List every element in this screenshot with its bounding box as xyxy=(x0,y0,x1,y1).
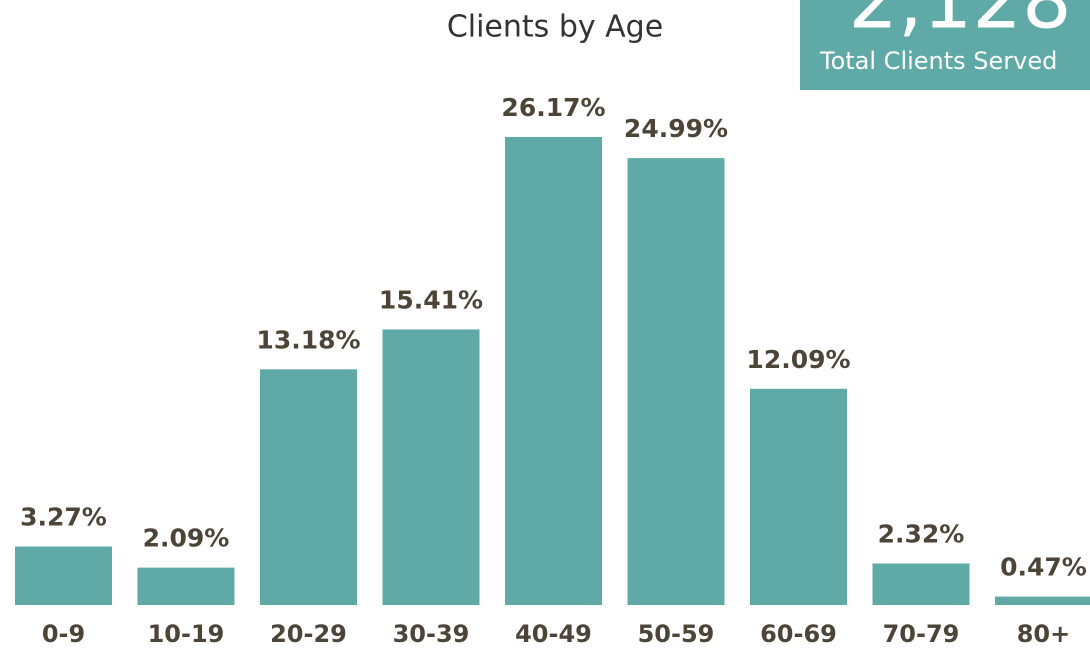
bar xyxy=(137,567,235,605)
data-label: 24.99% xyxy=(624,114,728,143)
x-tick-label: 50-59 xyxy=(638,620,715,648)
bar xyxy=(627,158,725,605)
bar xyxy=(382,329,480,605)
x-tick-label: 60-69 xyxy=(760,620,837,648)
chart-title: Clients by Age xyxy=(447,10,663,45)
x-tick-label: 40-49 xyxy=(515,620,592,648)
kpi-label: Total Clients Served xyxy=(819,47,1057,75)
bar xyxy=(750,388,847,605)
x-tick-label: 30-39 xyxy=(393,620,470,648)
x-tick-label: 20-29 xyxy=(270,620,347,648)
data-label: 0.47% xyxy=(1000,553,1087,582)
data-label: 2.32% xyxy=(878,520,965,549)
x-tick-label: 80+ xyxy=(1017,620,1071,648)
x-tick-label: 0-9 xyxy=(42,620,85,648)
bar xyxy=(872,563,970,605)
bar xyxy=(260,369,357,605)
data-label: 2.09% xyxy=(143,524,230,553)
bar xyxy=(15,546,112,605)
x-tick-label: 70-79 xyxy=(883,620,960,648)
data-label: 15.41% xyxy=(379,285,483,314)
data-label: 26.17% xyxy=(501,93,605,122)
kpi-value: 2,128 xyxy=(848,0,1071,46)
kpi-box xyxy=(800,0,1090,90)
bar xyxy=(505,137,602,605)
data-label: 3.27% xyxy=(20,503,107,532)
data-label: 13.18% xyxy=(256,325,360,354)
data-label: 12.09% xyxy=(746,345,850,374)
bar xyxy=(995,596,1090,605)
x-tick-label: 10-19 xyxy=(148,620,225,648)
